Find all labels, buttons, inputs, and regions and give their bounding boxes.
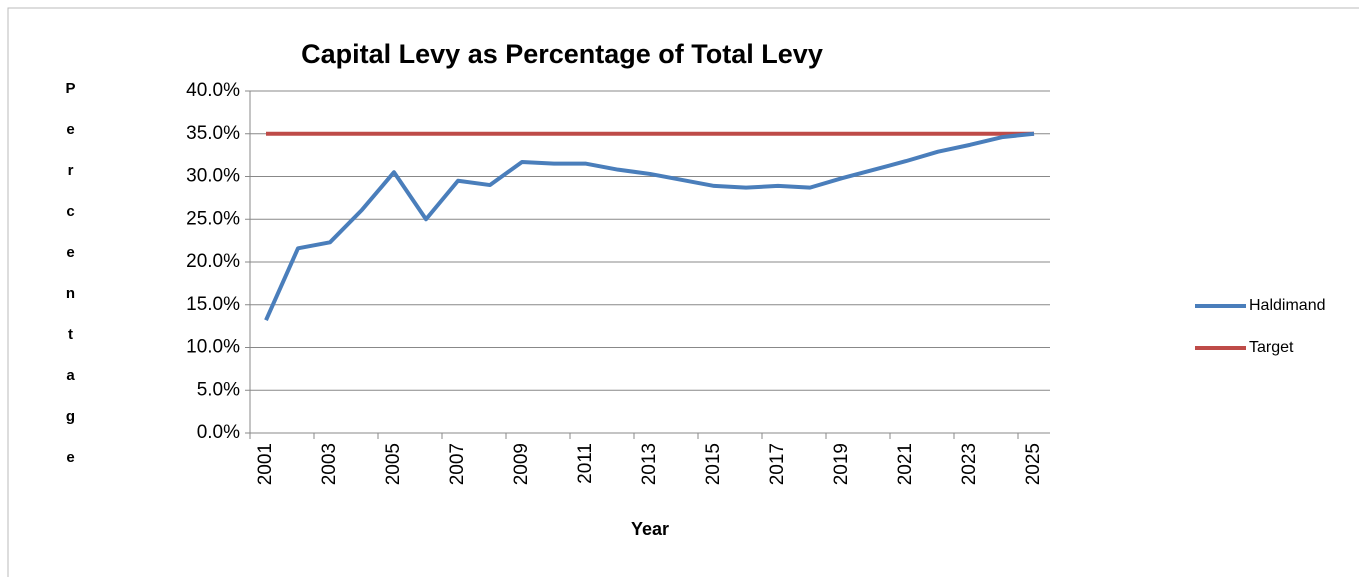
x-tick-label: 2019	[831, 443, 852, 485]
x-tick-label: 2015	[703, 443, 724, 485]
y-tick-label: 25.0%	[186, 208, 240, 229]
y-tick-label: 35.0%	[186, 123, 240, 144]
y-tick-label: 10.0%	[186, 337, 240, 358]
legend-label: Target	[1249, 339, 1294, 356]
y-tick-label: 15.0%	[186, 294, 240, 315]
x-tick-label: 2007	[447, 443, 468, 485]
x-tick-label: 2011	[575, 443, 596, 484]
x-tick-label: 2003	[319, 443, 340, 485]
chart-title: Capital Levy as Percentage of Total Levy	[301, 39, 823, 69]
x-tick-label: 2025	[1023, 443, 1044, 485]
y-tick-label: 30.0%	[186, 166, 240, 187]
x-tick-label: 2009	[511, 443, 532, 485]
frame	[7, 7, 1359, 577]
x-tick-label: 2023	[959, 443, 980, 485]
legend-label: Haldimand	[1249, 297, 1325, 314]
y-axis-label: Percentage	[62, 80, 79, 490]
y-tick-label: 0.0%	[197, 422, 240, 443]
x-tick-label: 2005	[383, 443, 404, 485]
y-tick-label: 5.0%	[197, 379, 240, 400]
y-tick-label: 20.0%	[186, 251, 240, 272]
x-tick-label: 2021	[895, 443, 916, 485]
x-tick-label: 2001	[255, 443, 276, 485]
series-line	[264, 131, 1035, 321]
x-tick-label: 2017	[767, 443, 788, 485]
x-axis-label: Year	[631, 519, 669, 539]
y-tick-label: 40.0%	[186, 80, 240, 101]
x-tick-label: 2013	[639, 443, 660, 485]
